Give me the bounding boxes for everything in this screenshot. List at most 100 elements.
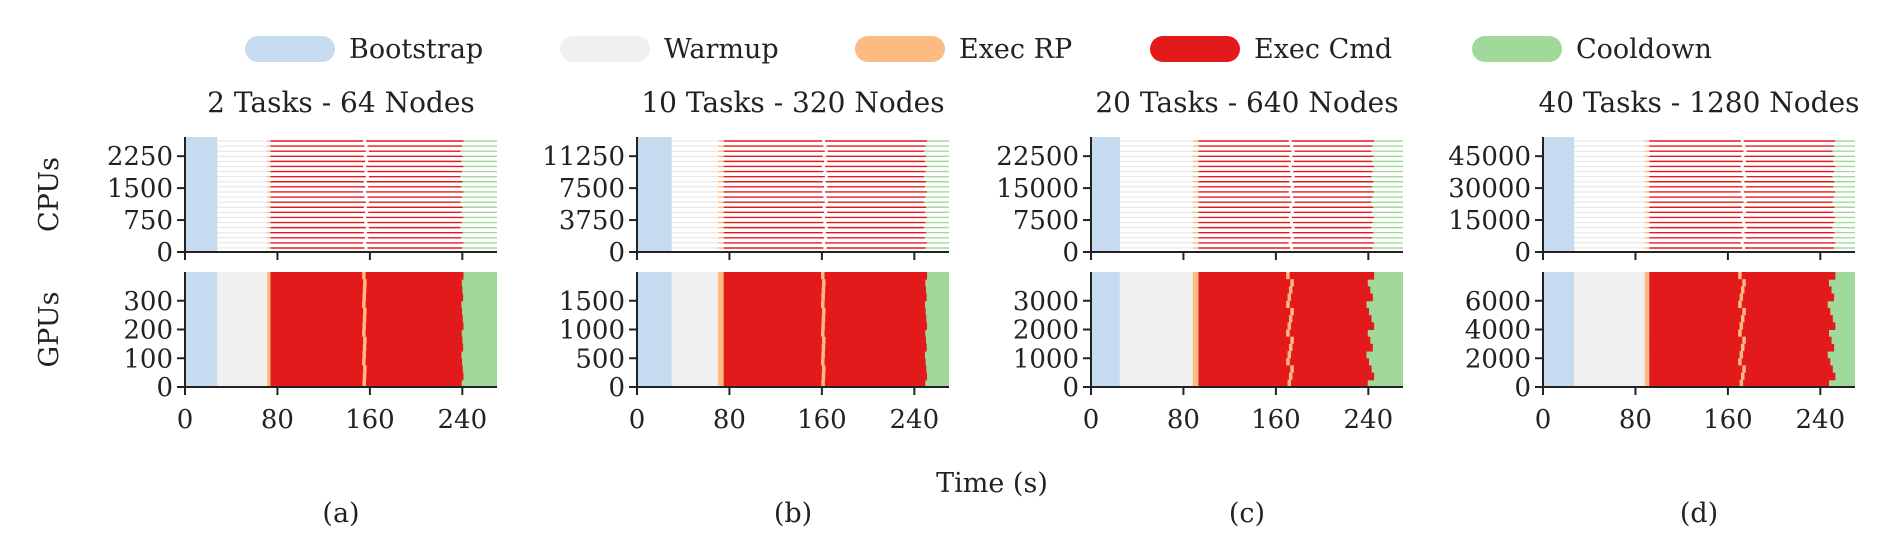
gpu-bar-exec-rp [821, 272, 825, 280]
x-tick-label: 160 [1251, 405, 1301, 435]
gpu-y-tick-label: 100 [123, 344, 173, 374]
cpu-bars [185, 137, 497, 252]
cpu-bar-bootstrap [1091, 137, 1120, 252]
gpu-y-tick-label: 300 [123, 287, 173, 317]
gpu-bar-exec-rp [821, 358, 825, 366]
legend-swatch [245, 36, 335, 62]
gpu-bar-exec-rp [362, 329, 366, 338]
gpu-y-tick-label: 6000 [1465, 287, 1531, 317]
x-tick-label: 80 [261, 405, 294, 435]
gpu-bar-exec-rp [363, 307, 367, 316]
gpu-bar-exec-rp [362, 315, 367, 323]
panel-d: 40 Tasks - 1280 Nodes(d)0150003000045000… [1448, 86, 1859, 529]
gpu-bar-exec-rp [363, 279, 367, 287]
gpu-y-tick-label: 0 [608, 373, 625, 403]
panel-title: 2 Tasks - 64 Nodes [207, 86, 475, 119]
gpu-bar-exec-cmd [723, 272, 928, 280]
x-tick-label: 160 [797, 405, 847, 435]
gpu-bar-warmup [217, 272, 268, 387]
gpu-bar-exec-rp [1287, 379, 1292, 388]
cpu-row-label: CPUs [34, 157, 65, 232]
legend-item-cooldown: Cooldown [1472, 34, 1712, 65]
legend: Bootstrap Warmup Exec RP Exec Cmd Cooldown [245, 34, 1712, 65]
gpu-y-tick-label: 3000 [1013, 287, 1079, 317]
gpu-bar-exec-cmd [270, 343, 464, 352]
cpu-y-tick-label: 7500 [559, 174, 625, 204]
gpu-bar-exec-rp [362, 293, 366, 302]
gpu-bar-exec-rp [1742, 336, 1746, 345]
gpu-bars [1091, 272, 1403, 388]
gpu-bar-exec-rp [1644, 272, 1650, 387]
cpu-bars [1543, 137, 1855, 252]
gpu-y-tick-label: 4000 [1465, 316, 1531, 346]
gpu-y-tick-label: 2000 [1465, 344, 1531, 374]
gpu-bar-exec-rp [821, 315, 826, 323]
gpu-bar-exec-cmd [270, 286, 463, 295]
legend-swatch [560, 36, 650, 62]
gpu-bar-exec-cmd [270, 351, 462, 359]
gpu-bar-exec-cmd [1649, 365, 1833, 374]
gpu-bar-exec-cmd [1649, 286, 1832, 295]
gpu-bar-warmup [1119, 272, 1193, 387]
x-tick-label: 80 [713, 405, 746, 435]
legend-swatch [855, 36, 945, 62]
gpu-bar-exec-rp [822, 307, 826, 316]
gpu-bar-exec-cmd [1198, 293, 1373, 302]
cpu-y-tick-label: 0 [1514, 238, 1531, 268]
gpu-bar-exec-rp [1288, 315, 1293, 323]
gpu-bar-exec-rp [1739, 351, 1744, 359]
x-tick-label: 240 [438, 405, 488, 435]
gpu-bar-exec-rp [1290, 307, 1294, 316]
gpu-bars [185, 272, 497, 388]
gpu-bar-exec-cmd [1198, 379, 1368, 388]
gpu-bar-exec-cmd [270, 365, 463, 374]
cpu-y-tick-label: 15000 [1448, 206, 1531, 236]
gpu-bar-exec-cmd [270, 379, 462, 388]
gpu-bar-exec-rp [821, 372, 826, 381]
gpu-bar-exec-cmd [1649, 336, 1832, 345]
gpu-bar-exec-rp [1286, 358, 1290, 366]
gpu-bar-exec-rp [1740, 315, 1745, 323]
gpu-bar-exec-rp [1740, 372, 1745, 381]
gpu-bar-exec-rp [1740, 286, 1745, 295]
cpu-y-tick-label: 0 [156, 238, 173, 268]
gpu-bar-exec-rp [1288, 343, 1293, 352]
gpu-bar-warmup [1574, 272, 1645, 387]
x-tick-label: 240 [1344, 405, 1394, 435]
cpu-bar-bootstrap [1543, 137, 1575, 252]
gpu-y-tick-label: 0 [1062, 373, 1079, 403]
cpu-y-tick-label: 1500 [107, 174, 173, 204]
gpu-bars [637, 272, 949, 388]
gpu-bar-exec-cmd [270, 322, 464, 330]
gpu-bar-exec-rp [1290, 336, 1294, 345]
gpu-bar-exec-rp [821, 379, 825, 388]
cpu-y-tick-label: 30000 [1448, 174, 1531, 204]
gpu-bar-exec-rp [822, 365, 826, 374]
x-tick-label: 80 [1619, 405, 1652, 435]
gpu-bar-exec-cmd [723, 358, 926, 366]
gpu-bar-exec-cmd [1198, 329, 1368, 338]
cpu-bars [1091, 137, 1403, 252]
gpu-bar-exec-cmd [1649, 379, 1829, 388]
gpu-bar-exec-rp [1290, 365, 1294, 374]
cpu-y-tick-label: 15000 [996, 174, 1079, 204]
legend-item-exec-cmd: Exec Cmd [1150, 34, 1392, 65]
gpu-bar-exec-cmd [1198, 300, 1367, 309]
panel-title: 20 Tasks - 640 Nodes [1095, 86, 1398, 119]
gpu-bar-bootstrap [185, 272, 218, 387]
gpu-bar-warmup [671, 272, 718, 387]
panel-caption: (c) [1229, 498, 1265, 529]
cpu-bar-bootstrap [637, 137, 672, 252]
gpu-bar-exec-rp [821, 343, 826, 352]
gpu-bar-exec-rp [363, 365, 367, 374]
x-tick-label: 240 [1796, 405, 1846, 435]
gpu-bar-exec-cmd [1198, 358, 1370, 366]
gpu-bar-exec-cmd [270, 293, 464, 302]
cpu-y-tick-label: 45000 [1448, 142, 1531, 172]
